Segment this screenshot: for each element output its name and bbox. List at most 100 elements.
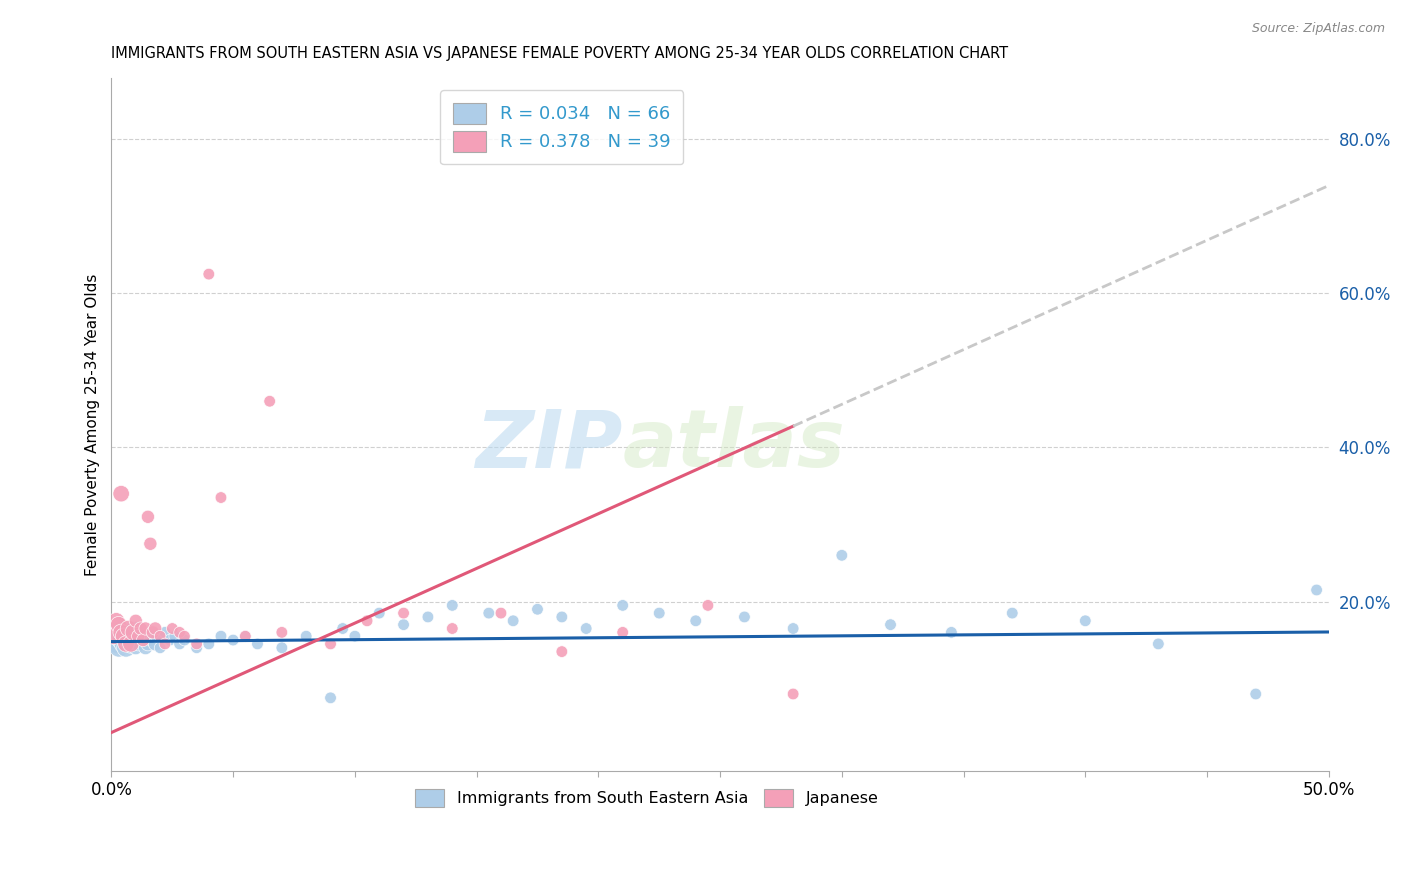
Text: atlas: atlas bbox=[623, 406, 845, 484]
Point bbox=[132, 633, 155, 648]
Point bbox=[127, 629, 149, 643]
Point bbox=[122, 633, 145, 648]
Point bbox=[149, 640, 172, 655]
Point bbox=[136, 637, 159, 651]
Point bbox=[132, 633, 155, 648]
Point bbox=[356, 614, 378, 628]
Point bbox=[782, 687, 804, 701]
Point bbox=[186, 640, 208, 655]
Point bbox=[105, 625, 128, 640]
Point bbox=[110, 486, 132, 500]
Point bbox=[1074, 614, 1097, 628]
Point bbox=[103, 629, 125, 643]
Point bbox=[162, 622, 184, 636]
Text: Source: ZipAtlas.com: Source: ZipAtlas.com bbox=[1251, 22, 1385, 36]
Point bbox=[392, 617, 415, 632]
Point bbox=[110, 625, 132, 640]
Point bbox=[117, 622, 139, 636]
Point bbox=[343, 629, 366, 643]
Point bbox=[502, 614, 524, 628]
Point bbox=[105, 614, 128, 628]
Point bbox=[103, 629, 125, 643]
Y-axis label: Female Poverty Among 25-34 Year Olds: Female Poverty Among 25-34 Year Olds bbox=[86, 273, 100, 575]
Point bbox=[941, 625, 963, 640]
Text: IMMIGRANTS FROM SOUTH EASTERN ASIA VS JAPANESE FEMALE POVERTY AMONG 25-34 YEAR O: IMMIGRANTS FROM SOUTH EASTERN ASIA VS JA… bbox=[111, 46, 1008, 62]
Point bbox=[1001, 606, 1024, 620]
Point bbox=[222, 633, 245, 648]
Point bbox=[441, 599, 464, 613]
Point bbox=[120, 637, 142, 651]
Point bbox=[782, 622, 804, 636]
Point bbox=[612, 625, 634, 640]
Legend: Immigrants from South Eastern Asia, Japanese: Immigrants from South Eastern Asia, Japa… bbox=[408, 780, 887, 815]
Point bbox=[259, 394, 281, 409]
Point bbox=[246, 637, 269, 651]
Point bbox=[551, 645, 574, 659]
Point bbox=[115, 637, 138, 651]
Point bbox=[163, 629, 186, 643]
Point bbox=[879, 617, 901, 632]
Point bbox=[149, 629, 172, 643]
Point bbox=[416, 610, 439, 624]
Point bbox=[125, 640, 148, 655]
Point bbox=[153, 637, 176, 651]
Point bbox=[233, 629, 256, 643]
Point bbox=[143, 637, 166, 651]
Point bbox=[112, 629, 135, 643]
Point bbox=[1305, 582, 1327, 597]
Point bbox=[142, 633, 165, 648]
Point bbox=[526, 602, 548, 616]
Point bbox=[107, 640, 129, 655]
Point bbox=[233, 629, 256, 643]
Point bbox=[209, 629, 232, 643]
Point bbox=[112, 625, 135, 640]
Point bbox=[110, 633, 132, 648]
Point bbox=[115, 640, 138, 655]
Point bbox=[551, 610, 574, 624]
Point bbox=[169, 637, 191, 651]
Point bbox=[733, 610, 755, 624]
Point bbox=[612, 599, 634, 613]
Point bbox=[107, 617, 129, 632]
Point bbox=[173, 633, 195, 648]
Point bbox=[142, 625, 165, 640]
Point bbox=[1244, 687, 1267, 701]
Point bbox=[332, 622, 354, 636]
Point bbox=[129, 622, 152, 636]
Point bbox=[117, 633, 139, 648]
Point bbox=[295, 629, 318, 643]
Point bbox=[209, 491, 232, 505]
Point bbox=[648, 606, 671, 620]
Point bbox=[134, 640, 156, 655]
Point bbox=[270, 640, 292, 655]
Point bbox=[198, 637, 221, 651]
Point bbox=[112, 637, 135, 651]
Point bbox=[319, 637, 342, 651]
Point bbox=[270, 625, 292, 640]
Point bbox=[139, 537, 162, 551]
Point bbox=[478, 606, 501, 620]
Point bbox=[107, 629, 129, 643]
Point bbox=[159, 633, 181, 648]
Point bbox=[139, 629, 162, 643]
Point bbox=[127, 637, 149, 651]
Point bbox=[368, 606, 391, 620]
Point bbox=[319, 690, 342, 705]
Point bbox=[120, 637, 142, 651]
Point bbox=[441, 622, 464, 636]
Point bbox=[125, 622, 148, 636]
Point bbox=[153, 625, 176, 640]
Text: ZIP: ZIP bbox=[475, 406, 623, 484]
Point bbox=[122, 625, 145, 640]
Point bbox=[110, 622, 132, 636]
Point bbox=[120, 629, 142, 643]
Point bbox=[117, 625, 139, 640]
Point bbox=[831, 549, 853, 563]
Point bbox=[696, 599, 718, 613]
Point bbox=[169, 625, 191, 640]
Point bbox=[575, 622, 598, 636]
Point bbox=[186, 637, 208, 651]
Point bbox=[392, 606, 415, 620]
Point bbox=[115, 629, 138, 643]
Point bbox=[1147, 637, 1170, 651]
